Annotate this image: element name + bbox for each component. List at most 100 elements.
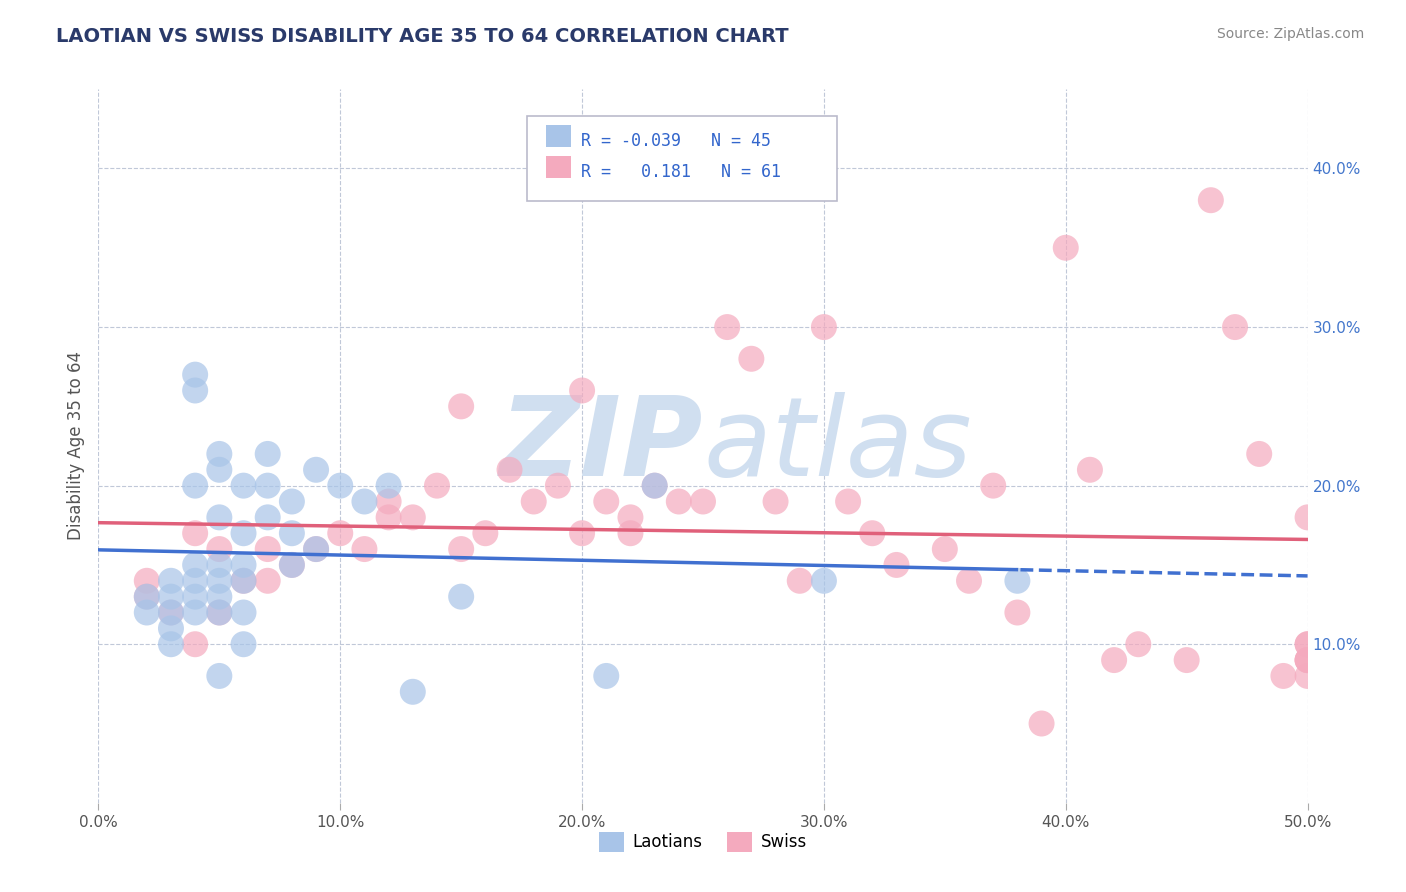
Point: [957, 574, 980, 588]
Point: [160, 637, 183, 651]
Point: [135, 590, 157, 604]
Point: [232, 637, 254, 651]
Point: [523, 494, 546, 508]
Point: [160, 590, 183, 604]
Text: ZIP: ZIP: [499, 392, 703, 500]
Point: [232, 558, 254, 572]
Y-axis label: Disability Age 35 to 64: Disability Age 35 to 64: [66, 351, 84, 541]
Point: [1296, 637, 1319, 651]
Point: [619, 526, 641, 541]
Point: [281, 558, 304, 572]
Point: [860, 526, 883, 541]
Point: [135, 574, 157, 588]
Point: [305, 463, 328, 477]
Point: [256, 447, 278, 461]
Point: [232, 574, 254, 588]
Point: [813, 320, 835, 334]
Legend: Laotians, Swiss: Laotians, Swiss: [592, 825, 814, 859]
Point: [281, 558, 304, 572]
Point: [1223, 320, 1246, 334]
Point: [402, 685, 425, 699]
Point: [256, 510, 278, 524]
Point: [450, 400, 472, 414]
Point: [281, 526, 304, 541]
Point: [837, 494, 859, 508]
Point: [232, 478, 254, 492]
Point: [256, 478, 278, 492]
Point: [184, 574, 207, 588]
Point: [377, 478, 399, 492]
Point: [474, 526, 496, 541]
Point: [208, 463, 231, 477]
Point: [450, 590, 472, 604]
Point: [184, 526, 207, 541]
Point: [1175, 653, 1198, 667]
Point: [377, 494, 399, 508]
Point: [644, 478, 666, 492]
Point: [160, 574, 183, 588]
Point: [1296, 637, 1319, 651]
Point: [692, 494, 714, 508]
Point: [571, 384, 593, 398]
Point: [135, 606, 157, 620]
Point: [402, 510, 425, 524]
Point: [1102, 653, 1125, 667]
Point: [619, 510, 641, 524]
Text: R =   0.181   N = 61: R = 0.181 N = 61: [581, 163, 780, 181]
Point: [886, 558, 908, 572]
Point: [232, 526, 254, 541]
Point: [571, 526, 593, 541]
Point: [1249, 447, 1271, 461]
Point: [740, 351, 762, 366]
Point: [1007, 606, 1029, 620]
Point: [1296, 653, 1319, 667]
Point: [789, 574, 811, 588]
Point: [208, 558, 231, 572]
Point: [208, 510, 231, 524]
Point: [256, 574, 278, 588]
Point: [1296, 653, 1319, 667]
Point: [232, 606, 254, 620]
Point: [1199, 193, 1222, 207]
Point: [208, 447, 231, 461]
Point: [305, 542, 328, 557]
Point: [1054, 241, 1077, 255]
Point: [1128, 637, 1150, 651]
Point: [305, 542, 328, 557]
Point: [981, 478, 1004, 492]
Point: [208, 590, 231, 604]
Point: [1007, 574, 1029, 588]
Text: R = -0.039   N = 45: R = -0.039 N = 45: [581, 132, 770, 150]
Point: [184, 384, 207, 398]
Point: [498, 463, 520, 477]
Text: atlas: atlas: [703, 392, 972, 500]
Point: [353, 542, 375, 557]
Point: [208, 542, 231, 557]
Point: [135, 590, 157, 604]
Point: [450, 542, 472, 557]
Point: [256, 542, 278, 557]
Point: [353, 494, 375, 508]
Point: [1296, 669, 1319, 683]
Point: [716, 320, 738, 334]
Point: [934, 542, 956, 557]
Point: [184, 368, 207, 382]
Point: [329, 526, 352, 541]
Point: [644, 478, 666, 492]
Point: [813, 574, 835, 588]
Point: [160, 606, 183, 620]
Point: [184, 478, 207, 492]
Text: LAOTIAN VS SWISS DISABILITY AGE 35 TO 64 CORRELATION CHART: LAOTIAN VS SWISS DISABILITY AGE 35 TO 64…: [56, 27, 789, 45]
Point: [232, 574, 254, 588]
Point: [1031, 716, 1053, 731]
Point: [1296, 510, 1319, 524]
Point: [547, 478, 569, 492]
Point: [208, 606, 231, 620]
Point: [329, 478, 352, 492]
Point: [184, 606, 207, 620]
Point: [426, 478, 449, 492]
Point: [765, 494, 787, 508]
Point: [377, 510, 399, 524]
Point: [595, 494, 617, 508]
Point: [184, 558, 207, 572]
